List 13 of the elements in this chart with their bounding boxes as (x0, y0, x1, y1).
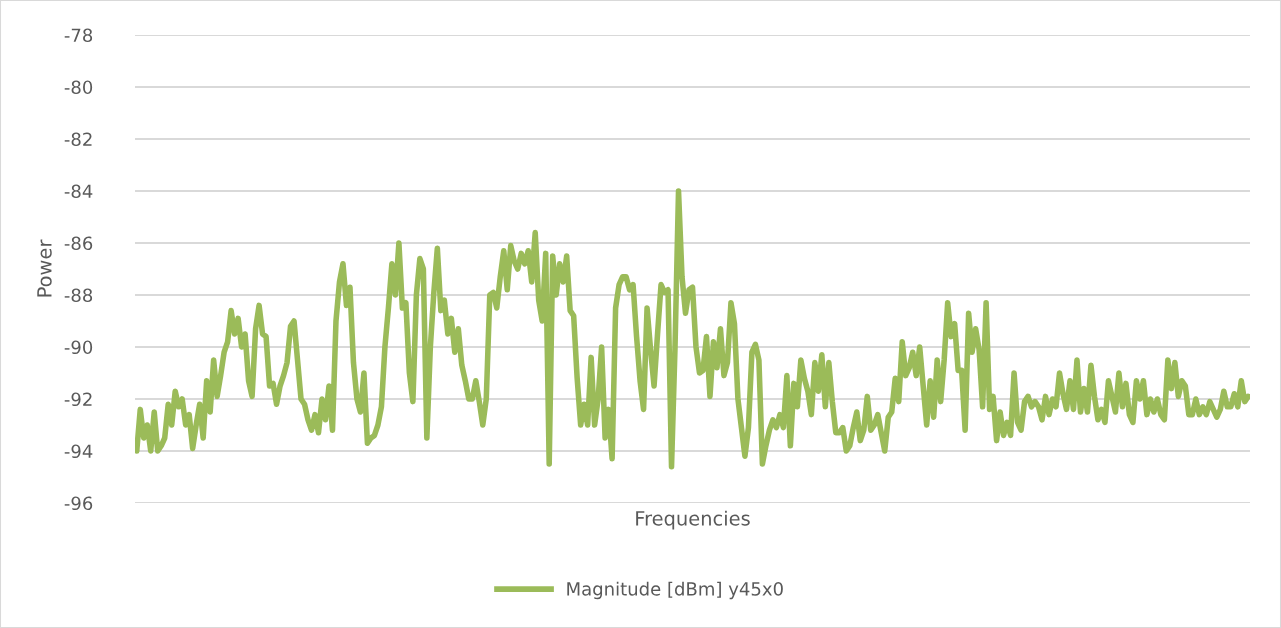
y-tick-label: -92 (64, 392, 92, 407)
y-tick-label: -88 (64, 288, 93, 303)
y-tick-label: -80 (64, 80, 93, 95)
y-tick-label: -84 (64, 184, 93, 199)
y-tick-label: -90 (64, 340, 93, 355)
x-axis-title: Frequencies (636, 510, 750, 530)
y-tick-label: -86 (64, 236, 93, 251)
y-tick-label: -82 (64, 132, 92, 147)
y-tick-label: -78 (64, 28, 93, 43)
y-tick-label: -96 (64, 496, 93, 511)
y-axis-title: Power (37, 239, 52, 297)
legend-label: Magnitude [dBm] y45x0 (567, 581, 783, 600)
y-tick-label: -94 (64, 444, 93, 459)
